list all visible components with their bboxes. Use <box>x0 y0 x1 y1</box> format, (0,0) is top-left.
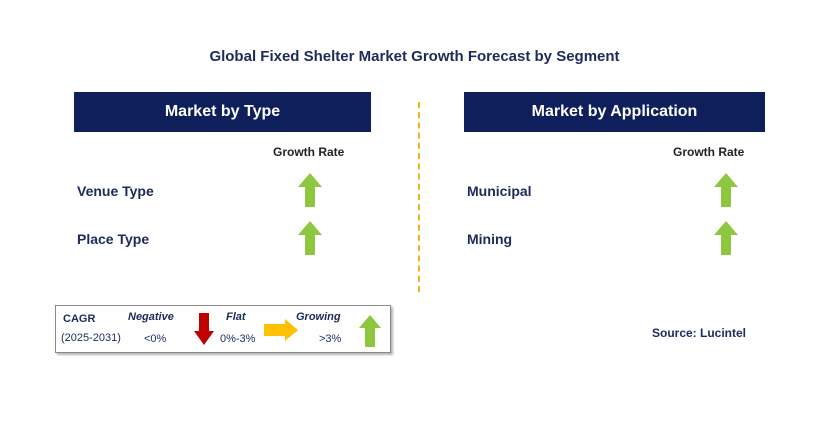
right-growth-rate-label: Growth Rate <box>673 145 745 159</box>
market-by-type-header: Market by Type <box>74 92 371 132</box>
up-arrow-icon <box>714 173 738 207</box>
up-arrow-icon <box>714 221 738 255</box>
chart-title: Global Fixed Shelter Market Growth Forec… <box>209 48 620 65</box>
legend-flat-label: Flat <box>226 311 246 323</box>
right-arrow-icon <box>264 319 298 341</box>
row-label-venue-type: Venue Type <box>77 183 154 199</box>
row-label-municipal: Municipal <box>467 183 532 199</box>
market-by-application-header: Market by Application <box>464 92 765 132</box>
up-arrow-icon <box>298 173 322 207</box>
legend-negative-value: <0% <box>144 333 167 345</box>
up-arrow-icon <box>359 315 381 347</box>
legend-negative-label: Negative <box>128 311 174 323</box>
cagr-legend: CAGR (2025-2031) Negative <0% Flat 0%-3%… <box>55 305 391 353</box>
legend-growing-label: Growing <box>296 311 341 323</box>
legend-growing-value: >3% <box>319 333 342 345</box>
source-label: Source: Lucintel <box>652 326 747 340</box>
panel-divider <box>418 102 420 292</box>
legend-cagr-label: CAGR <box>63 313 96 325</box>
up-arrow-icon <box>298 221 322 255</box>
left-growth-rate-label: Growth Rate <box>273 145 345 159</box>
row-label-mining: Mining <box>467 231 513 247</box>
down-arrow-icon <box>194 313 214 345</box>
legend-period: (2025-2031) <box>61 332 121 344</box>
row-label-place-type: Place Type <box>77 231 150 247</box>
legend-flat-value: 0%-3% <box>220 333 256 345</box>
